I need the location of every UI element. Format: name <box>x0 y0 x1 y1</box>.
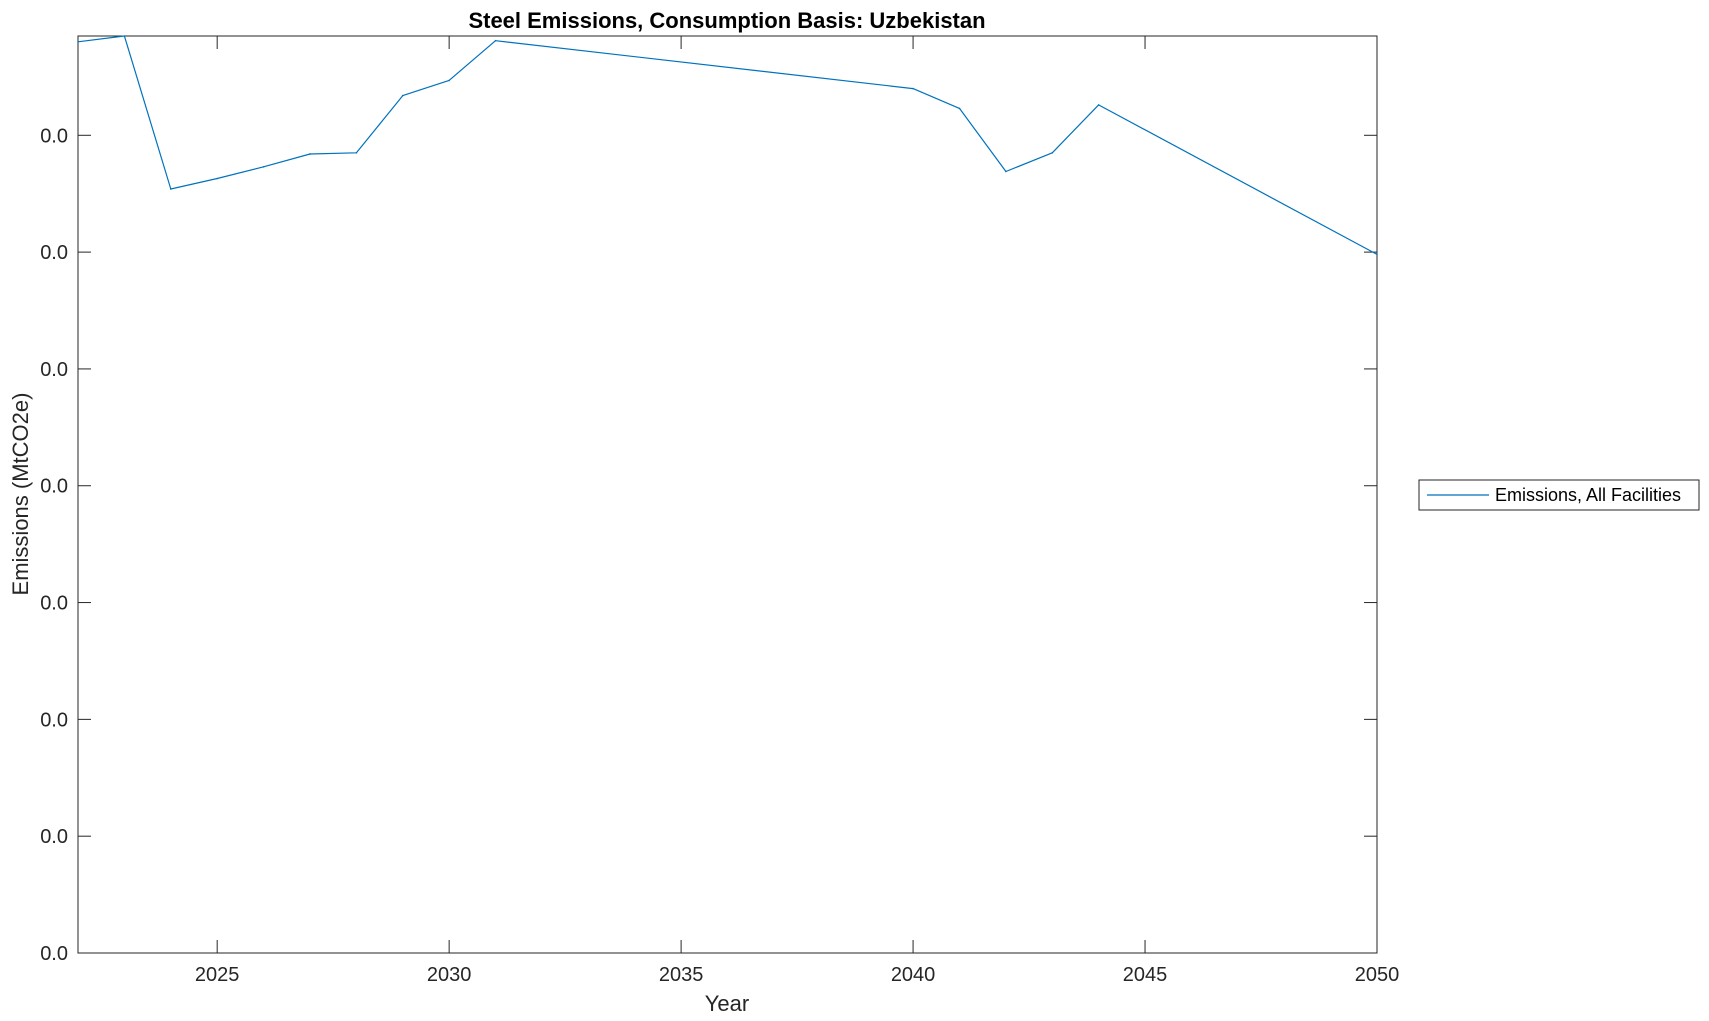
x-tick-label: 2025 <box>195 964 240 986</box>
x-tick-label: 2040 <box>891 964 936 986</box>
x-tick-label: 2030 <box>427 964 472 986</box>
data-point <box>1005 170 1007 173</box>
data-point <box>169 188 172 190</box>
data-point <box>1097 104 1100 106</box>
data-point <box>1051 152 1054 154</box>
plot-area: 2025 2030 2035 2040 2045 2050 0.0 0.0 0.0 0.0 0.0 0… <box>40 35 1399 986</box>
y-tick-label: 0.0 <box>40 593 68 615</box>
data-point <box>494 39 497 42</box>
y-tick-label: 0.0 <box>40 359 68 381</box>
y-tick-label: 0.0 <box>40 242 68 264</box>
y-tick-label: 0.0 <box>40 125 68 147</box>
data-point <box>401 94 404 97</box>
data-point <box>216 177 218 180</box>
data-point <box>912 87 914 90</box>
axes-box <box>77 35 1378 954</box>
x-tick-label: 2045 <box>1123 964 1168 986</box>
data-point <box>355 152 358 154</box>
y-axis-label: Emissions (MtCO2e) <box>8 393 33 596</box>
chart-title: Steel Emissions, Consumption Basis: Uzbe… <box>468 8 985 33</box>
data-point <box>262 166 265 168</box>
x-tick-label: 2035 <box>659 964 704 986</box>
data-point <box>309 153 311 155</box>
legend: Emissions, All Facilities <box>1418 479 1700 511</box>
data-point <box>958 107 961 110</box>
legend-entry: Emissions, All Facilities <box>1495 485 1681 505</box>
y-tick-label: 0.0 <box>40 709 68 731</box>
series-line <box>77 35 1378 255</box>
x-axis-label: Year <box>705 991 749 1016</box>
data-point <box>1376 253 1378 256</box>
data-point <box>77 41 79 43</box>
y-tick-label: 0.0 <box>40 826 68 848</box>
data-point <box>123 35 126 37</box>
y-tick-label: 0.0 <box>40 943 68 965</box>
data-point <box>448 79 450 82</box>
x-tick-label: 2050 <box>1355 964 1400 986</box>
y-tick-label: 0.0 <box>40 476 68 498</box>
